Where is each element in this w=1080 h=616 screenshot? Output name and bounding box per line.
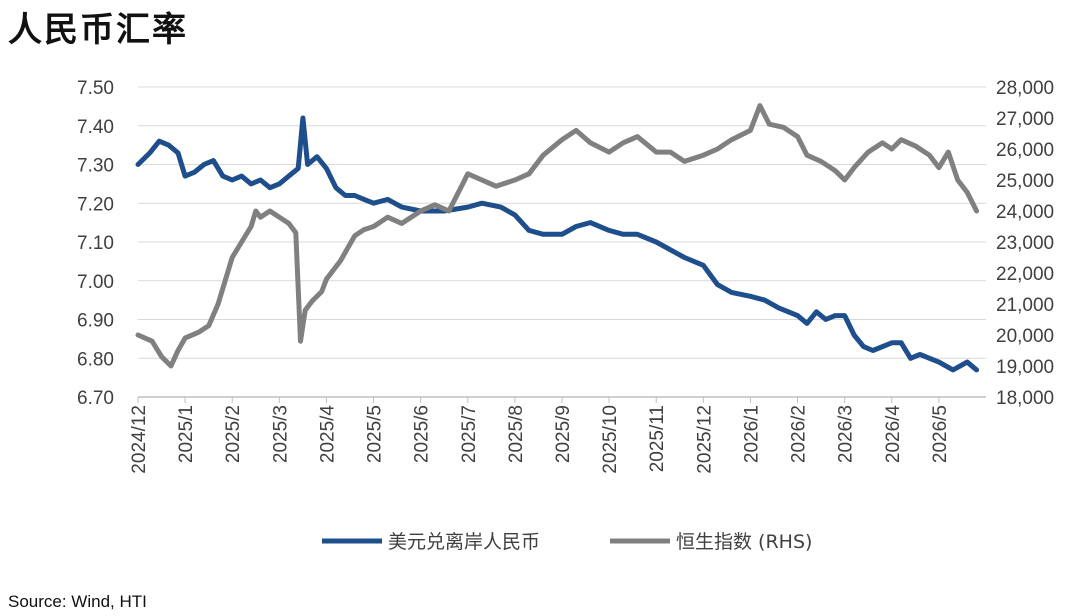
y-right-tick-label: 26,000 [996, 140, 1054, 161]
x-tick-label: 2025/7 [459, 405, 480, 463]
x-tick-label: 2026/2 [789, 405, 810, 463]
y-left-tick-label: 6.90 [77, 311, 114, 332]
x-tick-label: 2025/10 [600, 405, 621, 474]
x-tick-label: 2026/4 [883, 405, 904, 464]
y-left-tick-label: 7.50 [77, 78, 114, 99]
x-tick-label: 2025/9 [553, 405, 574, 463]
y-left-tick-label: 7.20 [77, 194, 114, 215]
y-right-tick-label: 22,000 [996, 264, 1054, 285]
x-tick-label: 2025/5 [365, 405, 386, 463]
y-right-tick-label: 18,000 [996, 388, 1054, 409]
usdcnh-series-line [135, 115, 980, 373]
x-tick-label: 2025/2 [223, 405, 244, 463]
x-tick-label: 2025/8 [506, 405, 527, 463]
y-left-tick-label: 7.40 [77, 117, 114, 138]
y-right-tick-label: 23,000 [996, 233, 1054, 254]
y-left-tick-label: 7.10 [77, 233, 114, 254]
legend-label: 恒生指数 (RHS) [676, 531, 812, 553]
x-tick-label: 2026/1 [741, 405, 762, 463]
y-right-tick-label: 20,000 [996, 326, 1054, 347]
y-left-tick-label: 7.00 [77, 272, 114, 293]
x-tick-label: 2026/5 [930, 405, 951, 463]
y-left-tick-label: 6.70 [77, 388, 114, 409]
y-right-tick-label: 19,000 [996, 357, 1054, 378]
y-right-tick-label: 21,000 [996, 295, 1054, 316]
y-right-tick-label: 25,000 [996, 171, 1054, 192]
x-tick-label: 2025/3 [270, 405, 291, 463]
x-tick-label: 2026/3 [836, 405, 857, 463]
y-left-tick-label: 7.30 [77, 156, 114, 177]
chart-title: 人民币汇率 [8, 10, 188, 50]
x-tick-label: 2025/12 [694, 405, 715, 474]
x-tick-label: 2025/11 [647, 405, 668, 472]
x-tick-label: 2025/6 [412, 405, 433, 463]
x-tick-label: 2025/1 [176, 405, 197, 463]
y-right-tick-label: 24,000 [996, 202, 1054, 223]
x-tick-label: 2025/4 [317, 405, 338, 464]
source-note: Source: Wind, HTI [8, 592, 147, 611]
y-right-tick-label: 27,000 [996, 109, 1054, 130]
y-right-tick-label: 28,000 [996, 78, 1054, 99]
y-left-tick-label: 6.80 [77, 349, 114, 370]
legend-label: 美元兑离岸人民币 [388, 531, 540, 553]
x-tick-label: 2024/12 [129, 405, 150, 474]
hsi-series-line [135, 103, 980, 369]
